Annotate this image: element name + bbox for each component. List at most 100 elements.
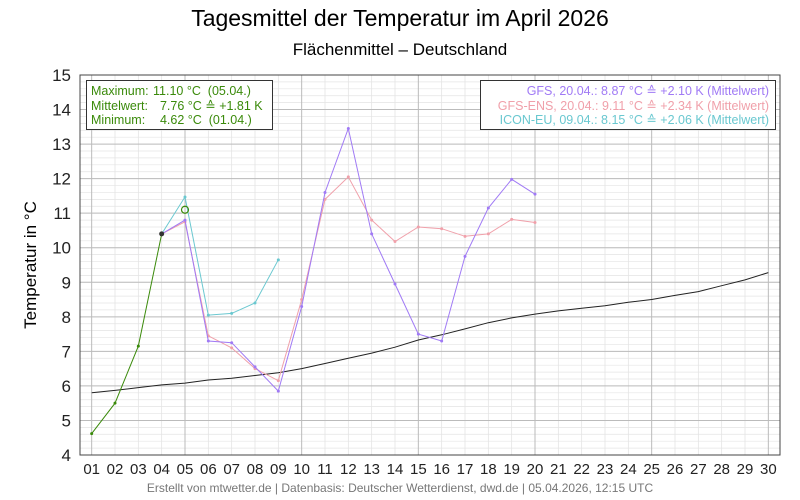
data-point-observed — [113, 401, 117, 405]
x-tick-label: 09 — [270, 461, 287, 478]
data-point-icon-eu — [230, 311, 234, 315]
x-tick-label: 29 — [737, 461, 754, 478]
maximum-marker — [180, 205, 190, 214]
x-tick-label: 26 — [667, 461, 684, 478]
data-point-observed — [136, 344, 140, 348]
x-tick-label: 10 — [293, 461, 310, 478]
x-tick-label: 08 — [247, 461, 264, 478]
x-tick-label: 02 — [107, 461, 124, 478]
x-tick-label: 19 — [503, 461, 520, 478]
y-tick-label: 7 — [62, 342, 71, 361]
series-line-observed — [91, 233, 163, 434]
x-tick-label: 13 — [363, 461, 380, 478]
data-point-gfs-ens — [486, 232, 490, 236]
legend-entry-gfs-ens: GFS-ENS, 20.04.: 9.11 °C ≙ +2.34 K (Mitt… — [497, 98, 769, 113]
data-point-gfs-ens — [276, 379, 280, 383]
data-point-gfs — [440, 339, 444, 343]
x-tick-label: 12 — [340, 461, 357, 478]
plot-frame — [79, 74, 781, 456]
data-point-gfs — [183, 218, 187, 222]
x-tick-label: 06 — [200, 461, 217, 478]
data-point-gfs-ens — [346, 175, 350, 179]
data-point-latest — [159, 231, 165, 237]
series-layer — [90, 126, 769, 436]
y-tick-label: 6 — [62, 377, 71, 396]
stat-mean: Mittelwert: 7.76 °C ≙ +1.81 K — [91, 99, 272, 114]
x-tick-label: 11 — [317, 461, 333, 478]
y-tick-label: 15 — [52, 66, 71, 85]
data-point-gfs — [463, 254, 467, 258]
data-point-observed — [90, 432, 94, 436]
x-tick-label: 30 — [760, 461, 777, 478]
stat-mean-value: 7.76 °C ≙ +1.81 K — [153, 98, 263, 113]
x-tick-label: 16 — [433, 461, 450, 478]
footer-credits: Erstellt von mtwetter.de | Datenbasis: D… — [146, 481, 654, 495]
data-point-gfs-ens — [440, 227, 444, 231]
data-point-gfs — [300, 304, 304, 308]
stat-mean-label: Mittelwert: — [91, 98, 148, 113]
x-tick-label: 05 — [177, 461, 194, 478]
major-gridlines — [80, 74, 780, 456]
stat-minimum-label: Minimum: — [91, 113, 146, 127]
data-point-gfs-ens — [510, 217, 514, 221]
x-tick-label: 25 — [643, 461, 660, 478]
x-tick-label: 27 — [690, 461, 707, 478]
stat-maximum-value: 11.10 °C (05.04.) — [153, 84, 251, 98]
data-point-gfs-ens — [463, 234, 467, 238]
data-point-icon-eu — [276, 258, 280, 262]
stat-maximum-label: Maximum: — [91, 84, 149, 98]
legend-entry-icon-eu: ICON-EU, 09.04.: 8.15 °C ≙ +2.06 K (Mitt… — [499, 113, 769, 127]
chart-subtitle: Flächenmittel – Deutschland — [292, 40, 508, 59]
y-tick-label: 4 — [62, 446, 71, 465]
data-point-gfs — [276, 389, 280, 393]
x-tick-label: 14 — [387, 461, 404, 478]
data-point-gfs — [323, 190, 327, 194]
stat-minimum: Minimum: 4.62 °C (01.04.) — [91, 113, 272, 128]
data-point-gfs — [486, 206, 490, 210]
data-point-icon-eu — [206, 313, 210, 317]
x-tick-label: 24 — [620, 461, 637, 478]
x-tick-label: 23 — [597, 461, 614, 478]
x-tick-label: 17 — [457, 461, 474, 478]
y-tick-label: 13 — [52, 135, 71, 154]
x-tick-label: 15 — [410, 461, 427, 478]
x-tick-label: 18 — [480, 461, 497, 478]
y-tick-labels: 4 5 6 7 8 9 10 11 12 13 14 15 — [52, 66, 71, 465]
data-point-gfs — [346, 127, 350, 131]
data-point-gfs — [206, 339, 210, 343]
stat-minimum-value: 4.62 °C (01.04.) — [153, 113, 252, 127]
x-tick-label: 01 — [83, 461, 100, 478]
y-tick-label: 9 — [62, 273, 71, 292]
x-tick-label: 21 — [550, 461, 567, 478]
x-tick-labels: 01 02 03 04 05 06 07 08 09 10 11 12 13 14 15 16 17 18 19 20… — [83, 461, 776, 478]
data-point-gfs-ens — [230, 346, 234, 350]
y-tick-label: 8 — [62, 308, 71, 327]
x-tick-label: 04 — [153, 461, 170, 478]
data-point-gfs — [370, 232, 374, 236]
y-tick-label: 5 — [62, 411, 71, 430]
series-line-icon-eu — [161, 195, 279, 316]
x-tick-label: 03 — [130, 461, 147, 478]
x-tick-label: 20 — [527, 461, 544, 478]
x-tick-label: 07 — [223, 461, 240, 478]
chart-title: Tagesmittel der Temperatur im April 2026 — [191, 5, 609, 31]
data-point-gfs — [533, 192, 537, 196]
y-tick-label: 12 — [52, 170, 71, 189]
data-point-gfs-ens — [533, 221, 537, 225]
data-point-gfs — [253, 365, 257, 369]
data-point-gfs — [230, 341, 234, 345]
statistics-box: Maximum: 11.10 °C (05.04.) Mittelwert: 7.… — [86, 80, 273, 130]
y-tick-label: 10 — [52, 239, 71, 258]
data-point-icon-eu — [183, 195, 187, 199]
data-point-gfs-ens — [416, 225, 420, 229]
y-tick-label: 14 — [52, 101, 71, 120]
data-point-gfs-ens — [300, 298, 304, 302]
x-tick-label: 22 — [573, 461, 590, 478]
data-point-gfs — [393, 282, 397, 286]
legend: GFS, 20.04.: 8.87 °C ≙ +2.10 K (Mittelwe… — [480, 80, 776, 130]
x-tick-label: 28 — [713, 461, 730, 478]
data-point-icon-eu — [253, 301, 257, 305]
data-point-gfs-ens — [370, 218, 374, 222]
data-point-gfs-ens — [393, 240, 397, 244]
